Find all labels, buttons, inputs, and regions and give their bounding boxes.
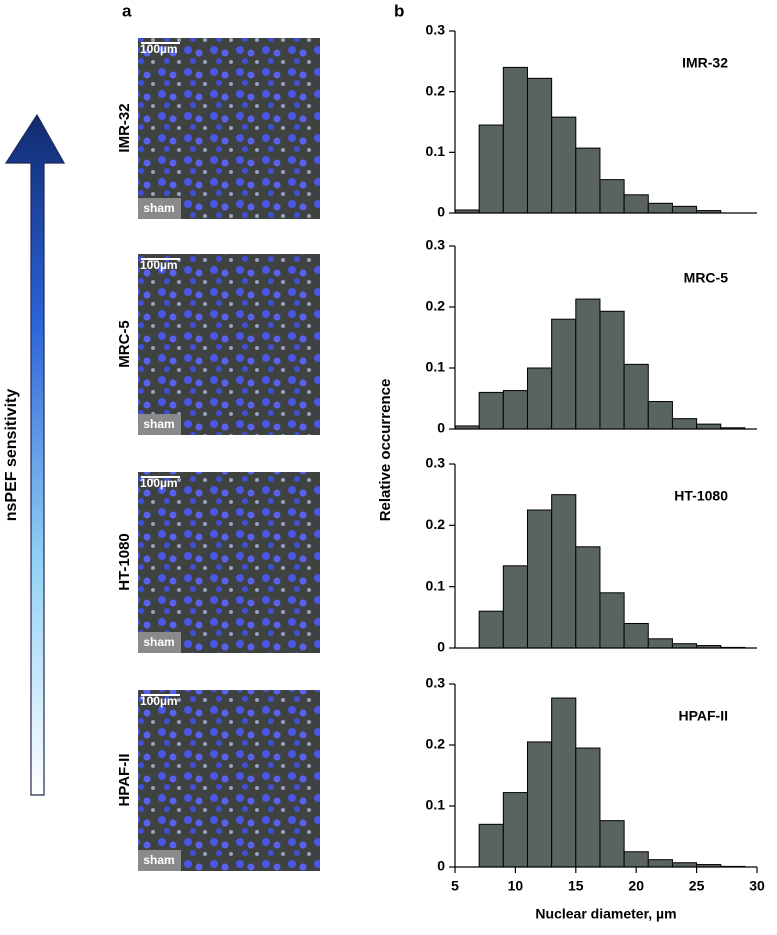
panel-label: a (122, 1, 132, 20)
cell-line-label: MRC-5 (116, 320, 133, 368)
condition-box (138, 850, 181, 871)
condition-label: sham (143, 635, 174, 649)
histogram-bar (647, 638, 673, 649)
histogram-bar (671, 205, 698, 214)
y-tick-label: 0 (437, 639, 445, 655)
histogram-bar (647, 401, 673, 430)
y-tick-label: 0.3 (426, 237, 446, 253)
y-tick-label: 0.3 (426, 675, 446, 691)
y-tick-label: 0 (437, 204, 445, 220)
histogram-bar (696, 423, 722, 430)
histogram-bar (575, 546, 601, 649)
scale-bar-label: 100µm (140, 476, 178, 490)
y-tick-label: 0.3 (426, 22, 446, 38)
y-tick-label: 0.2 (426, 736, 446, 752)
histogram-bar (647, 859, 673, 868)
y-axis-label: Relative occurrence (377, 379, 394, 522)
chart-title: HT-1080 (674, 488, 728, 504)
histogram-bar (671, 418, 698, 430)
x-axis-label: Nuclear diameter, µm (535, 906, 676, 922)
x-tick-label: 20 (628, 878, 644, 894)
y-tick-label: 0 (437, 858, 445, 874)
histogram-bar (526, 509, 553, 649)
panel-label: b (394, 1, 404, 20)
condition-label: sham (143, 853, 174, 867)
x-tick-label: 25 (689, 878, 705, 894)
x-tick-label: 5 (451, 878, 459, 894)
chart-title: MRC-5 (684, 270, 729, 286)
histogram-bar (478, 124, 504, 214)
histogram-bar (575, 147, 601, 214)
cell-line-label: HT-1080 (116, 533, 133, 591)
histogram-bar (575, 747, 601, 868)
y-tick-label: 0.2 (426, 82, 446, 98)
histogram-bar (551, 494, 577, 649)
histogram-bar (623, 622, 649, 649)
histogram-bar (623, 851, 649, 868)
chart-title: IMR-32 (682, 55, 728, 71)
condition-label: sham (143, 201, 174, 215)
x-tick-label: 30 (749, 878, 765, 894)
histogram-bar (502, 66, 528, 214)
histogram-bar (647, 202, 673, 214)
histogram-bar (551, 116, 577, 214)
histogram-bar (502, 565, 528, 649)
histogram-bar (623, 194, 649, 214)
scale-bar-label: 100µm (140, 694, 178, 708)
scale-bar-label: 100µm (140, 258, 178, 272)
micrograph (138, 472, 320, 653)
condition-box (138, 198, 181, 219)
histogram-bar (551, 697, 577, 868)
cell-line-label: IMR-32 (116, 103, 133, 152)
histogram-bar (478, 391, 504, 430)
histogram-bar (526, 77, 553, 214)
histogram-bar (671, 643, 698, 649)
histogram-bar (478, 610, 504, 649)
histogram-bar (502, 390, 528, 430)
condition-box (138, 414, 181, 435)
micrograph (138, 254, 320, 435)
condition-box (138, 632, 181, 653)
y-tick-label: 0.1 (426, 797, 446, 813)
scale-bar-label: 100µm (140, 42, 178, 56)
x-tick-label: 10 (508, 878, 524, 894)
arrow-label: nsPEF sensitivity (3, 389, 20, 522)
y-tick-label: 0 (437, 420, 445, 436)
y-tick-label: 0.1 (426, 143, 446, 159)
y-tick-label: 0.3 (426, 455, 446, 471)
histogram-bar (551, 318, 577, 430)
histogram-bar (478, 823, 504, 868)
histogram-bar (599, 179, 625, 214)
histogram-bar (623, 363, 649, 430)
histogram-bar (526, 741, 553, 868)
chart-title: HPAF-II (678, 708, 728, 724)
micrograph (138, 38, 320, 219)
sensitivity-arrow (4, 113, 66, 796)
x-tick-label: 15 (568, 878, 584, 894)
histogram-bar (502, 792, 528, 868)
histogram-bar (599, 592, 625, 649)
y-tick-label: 0.2 (426, 516, 446, 532)
histogram-bar (671, 862, 698, 868)
condition-label: sham (143, 417, 174, 431)
micrograph (138, 690, 320, 871)
y-tick-label: 0.2 (426, 298, 446, 314)
histogram-bar (575, 298, 601, 430)
histogram-bar (599, 310, 625, 430)
y-tick-label: 0.1 (426, 359, 446, 375)
y-tick-label: 0.1 (426, 577, 446, 593)
histogram-bar (599, 820, 625, 868)
histogram-bar (526, 367, 553, 430)
cell-line-label: HPAF-II (116, 753, 133, 806)
